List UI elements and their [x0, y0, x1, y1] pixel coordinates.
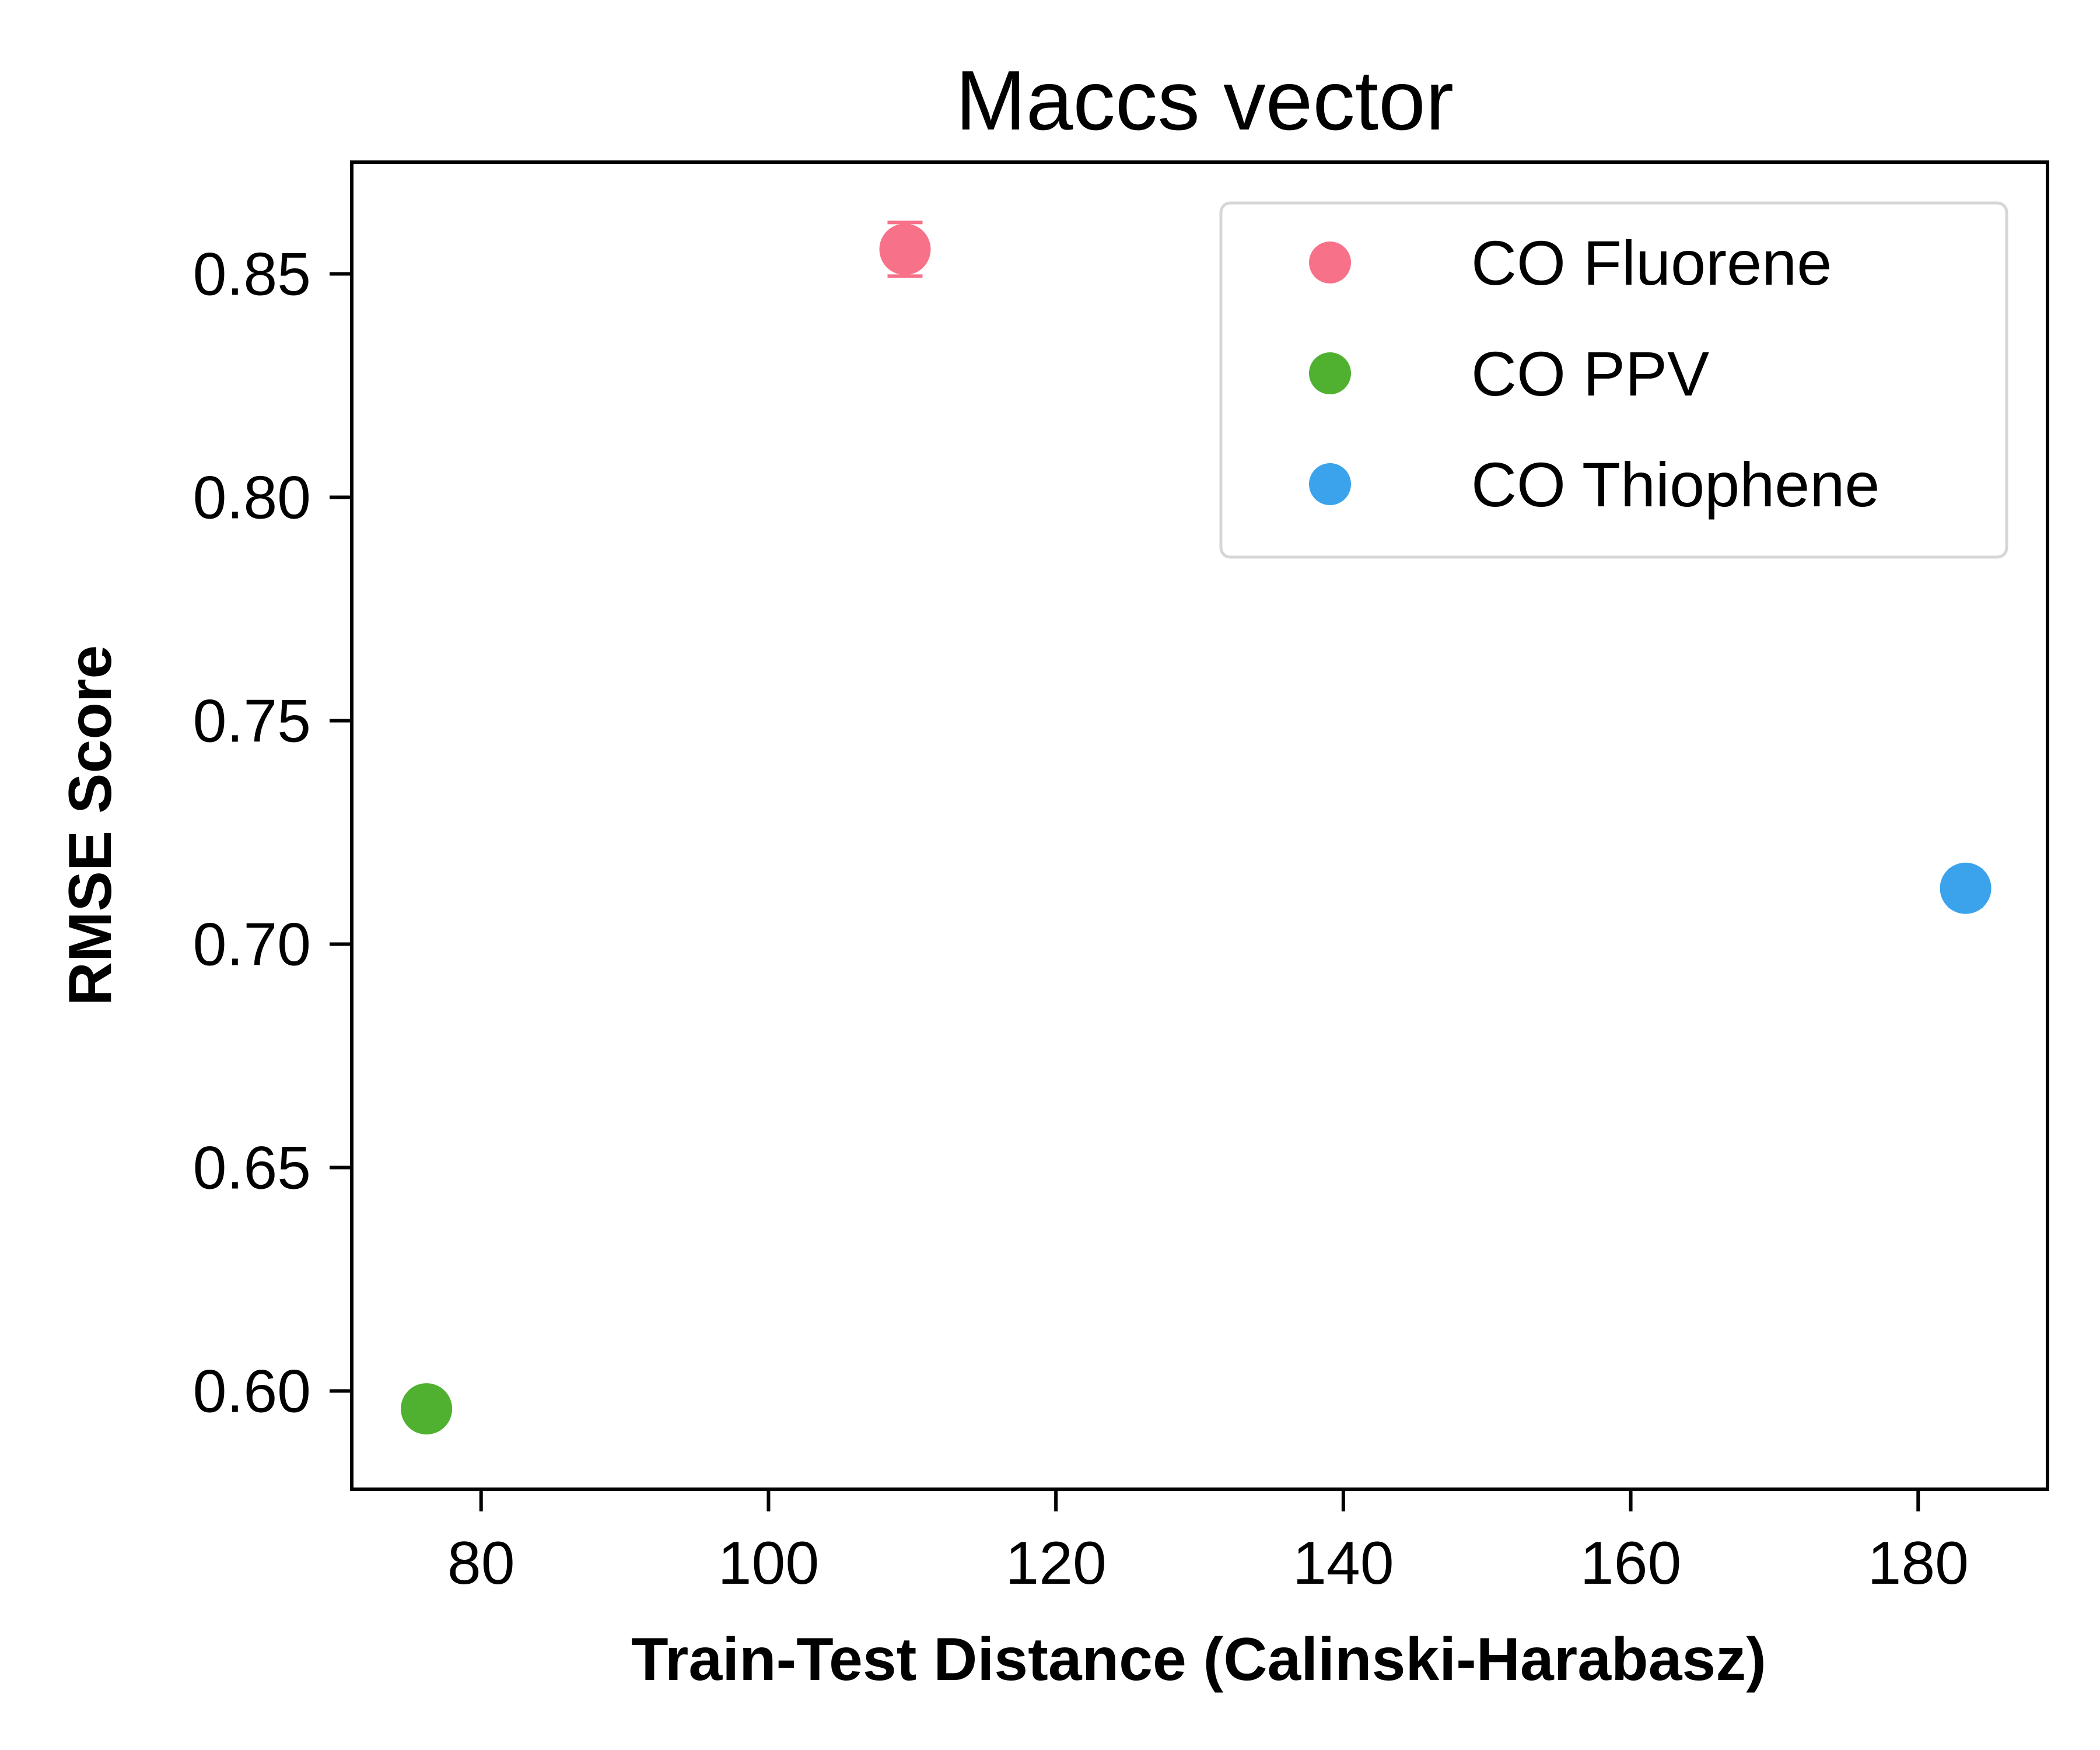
x-axis-label: Train-Test Distance (Calinski-Harabasz): [631, 1626, 1766, 1693]
y-tick-label: 0.80: [193, 464, 311, 531]
chart-title: Maccs vector: [956, 53, 1454, 148]
y-tick-label: 0.60: [193, 1357, 311, 1425]
x-tick-label: 140: [1293, 1530, 1394, 1597]
x-tick-label: 80: [447, 1530, 515, 1597]
legend-label: CO Fluorene: [1471, 228, 1832, 298]
legend-items: CO Fluorene CO PPV CO Thiophene: [1309, 228, 1880, 520]
x-tick-label: 120: [1005, 1530, 1107, 1597]
y-tick-label: 0.85: [193, 240, 311, 308]
legend-marker: [1309, 352, 1351, 394]
x-tick-label: 180: [1868, 1530, 1969, 1597]
legend-frame: [1219, 201, 2008, 559]
legend-marker: [1309, 463, 1351, 505]
legend: CO Fluorene CO PPV CO Thiophene: [1219, 201, 2008, 559]
legend-label: CO PPV: [1471, 338, 1709, 409]
x-tick-label: 160: [1580, 1530, 1682, 1597]
data-marks: [401, 220, 1992, 1435]
legend-marker: [1309, 242, 1351, 284]
data-point: [401, 1383, 453, 1435]
x-axis-ticks: 80 100 120 140 160 180: [447, 1489, 1969, 1597]
data-point: [879, 223, 931, 275]
y-tick-label: 0.65: [193, 1134, 311, 1202]
y-axis-label: RMSE Score: [57, 645, 124, 1006]
x-tick-label: 100: [718, 1530, 820, 1597]
data-point: [1940, 862, 1992, 914]
plot-area-frame: [350, 160, 2049, 1491]
y-tick-label: 0.70: [193, 911, 311, 978]
legend-label: CO Thiophene: [1471, 449, 1880, 520]
y-tick-label: 0.75: [193, 687, 311, 755]
y-axis-ticks: 0.60 0.65 0.70 0.75 0.80 0.85: [193, 240, 352, 1425]
